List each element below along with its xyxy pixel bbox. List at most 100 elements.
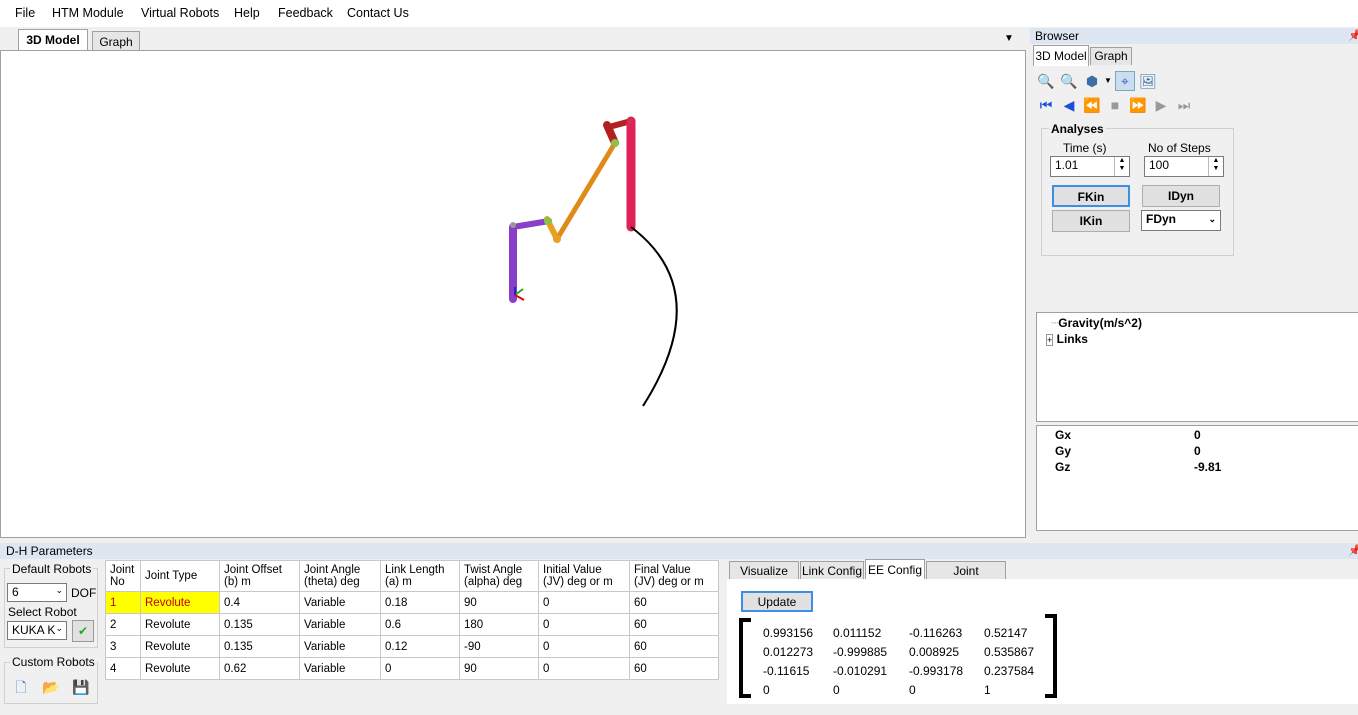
table-cell[interactable]: 0 — [538, 613, 630, 636]
prop-gz-label: Gz — [1055, 460, 1071, 474]
tree-item-gravity[interactable]: ┈Gravity(m/s^2) — [1051, 316, 1142, 330]
table-cell[interactable]: 0 — [380, 657, 460, 680]
menu-help[interactable]: Help — [234, 6, 260, 20]
play-reverse-icon[interactable]: ◀ — [1063, 97, 1075, 113]
matrix-cell: 0.008925 — [909, 645, 960, 659]
menu-feedback[interactable]: Feedback — [278, 6, 333, 20]
time-label: Time (s) — [1063, 141, 1107, 155]
robot-select[interactable]: KUKA K ⌄ — [7, 621, 67, 640]
tab-link-config[interactable]: Link Config — [800, 561, 864, 580]
step-forward-icon[interactable]: ⏩ — [1129, 97, 1147, 113]
view-dropdown-icon[interactable]: ▼ — [1104, 76, 1112, 85]
fdyn-select[interactable]: FDyn ⌄ — [1141, 210, 1221, 231]
menu-file[interactable]: File — [15, 6, 36, 20]
table-cell[interactable]: 60 — [629, 635, 719, 658]
update-button[interactable]: Update — [741, 591, 813, 612]
table-cell[interactable]: 0 — [538, 635, 630, 658]
matrix-cell: 0.237584 — [984, 664, 1035, 678]
spinner-arrows-icon[interactable]: ▲ ▼ — [1114, 157, 1129, 176]
3d-viewport[interactable] — [0, 50, 1026, 538]
tree-item-links[interactable]: + Links — [1046, 332, 1088, 346]
idyn-button[interactable]: IDyn — [1142, 185, 1220, 207]
new-file-icon[interactable]: 🗋 — [15, 679, 27, 695]
table-cell[interactable]: Revolute — [140, 591, 220, 614]
tab-graph[interactable]: Graph — [92, 31, 140, 52]
step-back-icon[interactable]: ⏪ — [1083, 97, 1101, 113]
table-cell[interactable]: 90 — [459, 657, 539, 680]
expand-plus-icon[interactable]: + — [1046, 334, 1054, 346]
table-cell[interactable]: Revolute — [140, 657, 220, 680]
table-cell[interactable]: 4 — [105, 657, 141, 680]
steps-stepper[interactable]: 100 ▲ ▼ — [1144, 156, 1224, 177]
table-cell[interactable]: 3 — [105, 635, 141, 658]
table-row: 3 Revolute 0.135 Variable 0.12 -90 0 60 — [105, 635, 719, 658]
matrix-cell: 1 — [984, 683, 991, 697]
table-cell[interactable]: 0 — [538, 657, 630, 680]
first-frame-icon[interactable]: ⏮ — [1039, 97, 1053, 113]
image-icon[interactable]: 🖼 — [1139, 73, 1157, 89]
tree-gravity-label: Gravity(m/s^2) — [1058, 316, 1142, 330]
check-icon[interactable]: ✔ — [72, 620, 94, 642]
table-cell[interactable]: Revolute — [140, 635, 220, 658]
menu-contact-us[interactable]: Contact Us — [347, 6, 409, 20]
prop-gx-value[interactable]: 0 — [1194, 428, 1201, 442]
default-robots-label: Default Robots — [10, 562, 94, 576]
table-cell[interactable]: 0.135 — [219, 635, 300, 658]
analyses-group — [1041, 128, 1234, 256]
last-frame-icon[interactable]: ⏭ — [1177, 97, 1191, 113]
table-cell[interactable]: 0.4 — [219, 591, 300, 614]
table-cell[interactable]: Variable — [299, 657, 381, 680]
table-cell[interactable]: 0.12 — [380, 635, 460, 658]
fkin-button[interactable]: FKin — [1052, 185, 1130, 207]
open-folder-icon[interactable]: 📂 — [42, 679, 60, 695]
browser-tab-3d-model[interactable]: 3D Model — [1033, 45, 1089, 66]
table-cell[interactable]: Variable — [299, 613, 381, 636]
tab-visualize-dh[interactable]: Visualize DH — [729, 561, 799, 596]
pin-icon[interactable]: 📌 — [1348, 545, 1358, 557]
dof-value: 6 — [12, 585, 19, 599]
time-stepper[interactable]: 1.01 ▲ ▼ — [1050, 156, 1130, 177]
col-link-length: Link Length (a) m — [380, 560, 460, 592]
menu-htm-module[interactable]: HTM Module — [52, 6, 124, 20]
axes-icon[interactable]: ⌖ — [1115, 71, 1135, 91]
table-cell[interactable]: 0.18 — [380, 591, 460, 614]
zoom-out-icon[interactable]: 🔍 — [1060, 73, 1078, 89]
play-icon[interactable]: ▶ — [1155, 97, 1167, 113]
table-cell[interactable]: Variable — [299, 635, 381, 658]
prop-gy-value[interactable]: 0 — [1194, 444, 1201, 458]
prop-gz-value[interactable]: -9.81 — [1194, 460, 1222, 474]
pin-icon[interactable]: 📌 — [1348, 30, 1358, 42]
tab-3d-model[interactable]: 3D Model — [18, 29, 88, 52]
table-cell[interactable]: 0 — [538, 591, 630, 614]
table-cell[interactable]: 0.135 — [219, 613, 300, 636]
tab-joint-trajectory[interactable]: Joint Trajectory — [926, 561, 1006, 596]
ikin-button[interactable]: IKin — [1052, 210, 1130, 232]
table-cell[interactable]: 60 — [629, 613, 719, 636]
browser-tab-graph[interactable]: Graph — [1090, 47, 1132, 65]
cube-view-icon[interactable]: ⬢ — [1085, 73, 1099, 89]
analyses-title: Analyses — [1049, 122, 1106, 136]
save-icon[interactable]: 💾 — [72, 679, 90, 695]
table-cell[interactable]: 2 — [105, 613, 141, 636]
table-cell[interactable]: 180 — [459, 613, 539, 636]
spinner-arrows-icon[interactable]: ▲ ▼ — [1208, 157, 1223, 176]
chevron-down-icon[interactable]: ▼ — [1004, 33, 1014, 44]
dh-parameters-header: D-H Parameters — [0, 543, 1358, 559]
table-cell[interactable]: 90 — [459, 591, 539, 614]
table-cell[interactable]: 60 — [629, 591, 719, 614]
matrix-cell: 0 — [909, 683, 916, 697]
tab-ee-config[interactable]: EE Config — [865, 559, 925, 580]
table-cell[interactable]: 0.6 — [380, 613, 460, 636]
table-cell[interactable]: 0.62 — [219, 657, 300, 680]
table-cell[interactable]: 60 — [629, 657, 719, 680]
table-cell[interactable]: Variable — [299, 591, 381, 614]
chevron-down-icon: ⌄ — [55, 623, 63, 633]
menu-virtual-robots[interactable]: Virtual Robots — [141, 6, 220, 20]
table-cell[interactable]: Revolute — [140, 613, 220, 636]
stop-icon[interactable]: ■ — [1110, 97, 1120, 113]
menu-bar: File HTM Module Virtual Robots Help Feed… — [0, 0, 1358, 27]
dof-select[interactable]: 6 ⌄ — [7, 583, 67, 602]
table-cell[interactable]: -90 — [459, 635, 539, 658]
table-cell[interactable]: 1 — [105, 591, 141, 614]
zoom-in-icon[interactable]: 🔍 — [1037, 73, 1055, 89]
